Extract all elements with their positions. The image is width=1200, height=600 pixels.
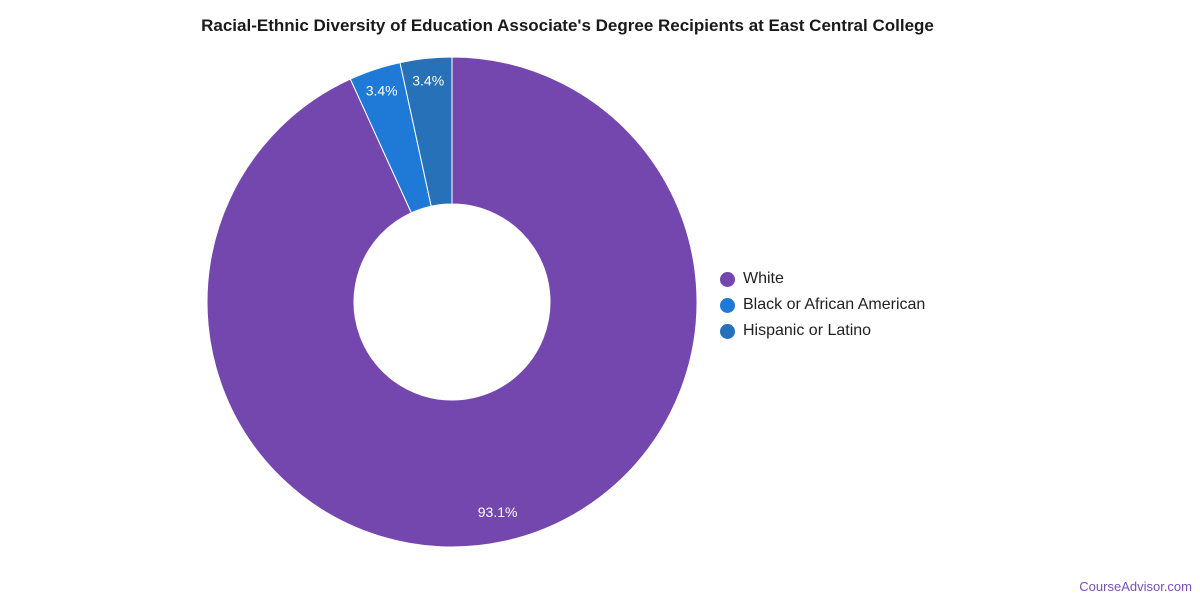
chart-title: Racial-Ethnic Diversity of Education Ass…: [201, 16, 934, 35]
pie-slice-hispanic-or-latino[interactable]: [399, 56, 453, 207]
slice-value-label: 3.4%: [412, 72, 444, 88]
slice-value-label: 93.1%: [478, 504, 518, 520]
legend-label: Black or African American: [743, 296, 926, 313]
legend-swatch: [720, 271, 735, 287]
legend-item-white[interactable]: White: [720, 266, 925, 292]
source-watermark[interactable]: CourseAdvisor.com: [1079, 579, 1192, 594]
legend-label: White: [743, 270, 784, 287]
legend-swatch: [720, 323, 735, 339]
legend-item-black-or-african-american[interactable]: Black or African American: [720, 292, 925, 318]
pie-slice-white[interactable]: [206, 56, 698, 548]
legend-label: Hispanic or Latino: [743, 322, 872, 339]
chart-legend: White Black or African American Hispanic…: [720, 266, 925, 344]
slice-value-label: 3.4%: [366, 82, 398, 98]
legend-swatch: [720, 297, 735, 313]
legend-item-hispanic-or-latino[interactable]: Hispanic or Latino: [720, 318, 925, 344]
